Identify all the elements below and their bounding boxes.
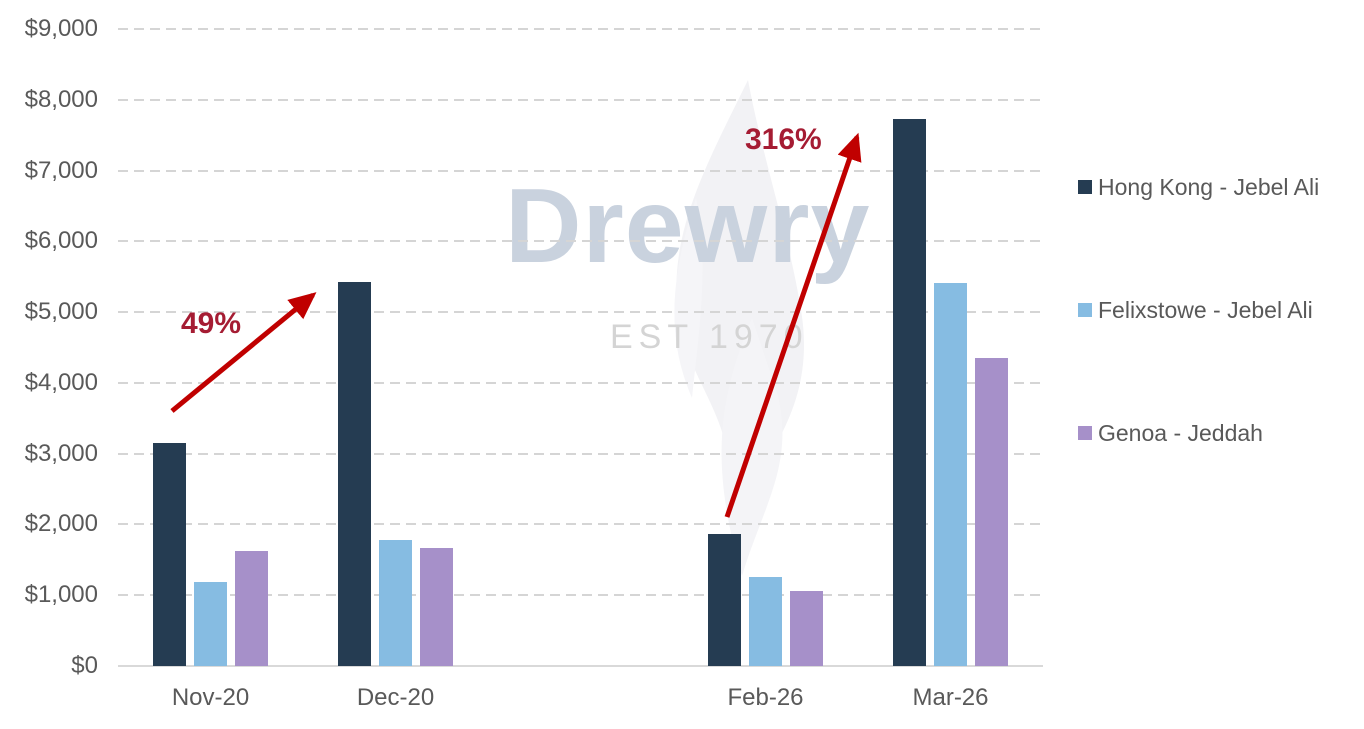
growth-annotation-49: 49% [181, 307, 242, 340]
gridline [118, 240, 1043, 243]
legend-item-hong-kong-jebel-ali: Hong Kong - Jebel Ali [1078, 173, 1319, 201]
bar-felixstowe-jebel-ali-nov-20 [194, 582, 227, 666]
gridline [118, 98, 1043, 101]
gridline [118, 381, 1043, 384]
y-axis-label: $0 [71, 652, 98, 679]
watermark-tagline: EST 1970 [610, 318, 809, 356]
legend-item-felixstowe-jebel-ali: Felixstowe - Jebel Ali [1078, 296, 1319, 324]
x-axis-line [118, 665, 1043, 667]
x-axis-label-feb-26: Feb-26 [727, 684, 804, 711]
bar-hong-kong-jebel-ali-dec-20 [338, 282, 371, 666]
bar-hong-kong-jebel-ali-feb-26 [708, 534, 741, 666]
y-axis-label: $9,000 [24, 15, 98, 42]
y-axis-label: $5,000 [24, 298, 98, 326]
legend-label: Genoa - Jeddah [1098, 420, 1263, 446]
legend: Hong Kong - Jebel Ali Felixstowe - Jebel … [1078, 173, 1319, 542]
bar-genoa-jeddah-mar-26 [975, 358, 1008, 666]
y-axis-label: $2,000 [24, 510, 98, 538]
legend-swatch-icon [1078, 426, 1092, 440]
bar-hong-kong-jebel-ali-mar-26 [893, 119, 926, 666]
watermark-brand: Drewry [505, 167, 871, 285]
y-axis-label: $7,000 [24, 156, 98, 184]
y-axis-label: $4,000 [24, 368, 98, 396]
gridline [118, 594, 1043, 597]
bar-genoa-jeddah-dec-20 [420, 548, 453, 666]
y-axis-label: $1,000 [24, 581, 98, 609]
legend-item-genoa-jeddah: Genoa - Jeddah [1078, 419, 1319, 447]
legend-swatch-icon [1078, 180, 1092, 194]
gridline [118, 523, 1043, 526]
bar-felixstowe-jebel-ali-dec-20 [379, 540, 412, 666]
gridline [118, 452, 1043, 455]
y-axis-label: $8,000 [24, 85, 98, 113]
bar-felixstowe-jebel-ali-mar-26 [934, 283, 967, 666]
x-axis-label-nov-20: Nov-20 [171, 684, 250, 711]
x-axis-label-dec-20: Dec-20 [356, 684, 435, 711]
y-axis-label: $3,000 [24, 439, 98, 467]
growth-annotation-316: 316% [745, 123, 822, 156]
y-axis-label: $6,000 [24, 227, 98, 255]
gridline [118, 169, 1043, 172]
bar-hong-kong-jebel-ali-nov-20 [153, 443, 186, 666]
gridline [118, 311, 1043, 314]
gridline [118, 28, 1043, 30]
bar-felixstowe-jebel-ali-feb-26 [749, 577, 782, 666]
x-axis-label-mar-26: Mar-26 [912, 684, 989, 711]
legend-swatch-icon [1078, 303, 1092, 317]
legend-label: Felixstowe - Jebel Ali [1098, 297, 1313, 323]
bar-genoa-jeddah-nov-20 [235, 551, 268, 666]
legend-label: Hong Kong - Jebel Ali [1098, 174, 1320, 200]
bar-genoa-jeddah-feb-26 [790, 591, 823, 666]
